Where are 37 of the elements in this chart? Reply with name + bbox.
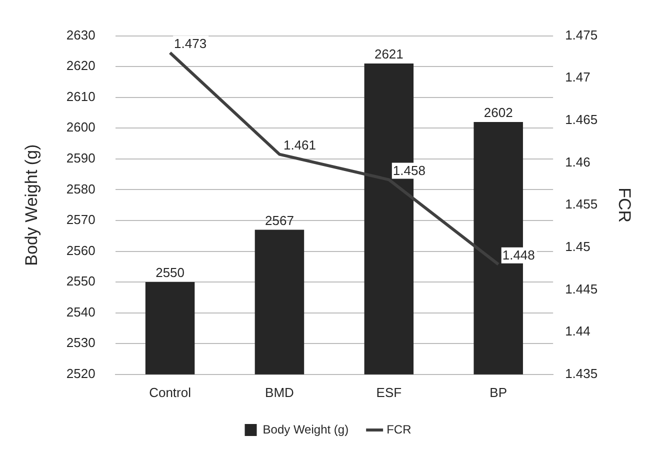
y-tick-label: 2560	[66, 242, 96, 258]
y2-tick-label: 1.445	[565, 281, 598, 296]
data-label: 2602	[484, 105, 513, 120]
y-tick-label: 2520	[66, 366, 96, 381]
data-label: 1.461	[283, 137, 316, 152]
y2-tick-label: 1.44	[565, 324, 590, 339]
y2-tick-label: 1.475	[565, 27, 598, 42]
y-tick-label: 2630	[66, 27, 96, 42]
y-tick-label: 2580	[66, 181, 96, 196]
x-tick-label: BP	[490, 384, 508, 400]
data-label: 1.458	[392, 162, 426, 178]
y-tick-label: 2530	[66, 335, 96, 350]
data-label: 1.473	[174, 36, 207, 51]
data-label: 2550	[156, 265, 184, 280]
y2-axis-title: FCR	[615, 188, 634, 223]
y-tick-label: 2550	[66, 274, 96, 289]
legend-label: Body Weight (g)	[262, 422, 349, 436]
y-tick-label: 2540	[66, 304, 96, 320]
y-tick-label: 2610	[66, 88, 96, 104]
data-label: 1.448	[502, 247, 535, 262]
data-label: 2621	[374, 46, 404, 62]
x-tick-label: BMD	[265, 384, 294, 400]
y2-tick-label: 1.45	[565, 239, 590, 254]
y2-tick-label: 1.455	[565, 196, 598, 212]
y2-tick-label: 1.46	[565, 154, 590, 170]
y2-tick-label: 1.465	[565, 112, 598, 128]
y-tick-label: 2620	[66, 58, 96, 74]
y2-tick-label: 1.47	[565, 70, 590, 85]
y-tick-label: 2570	[66, 212, 96, 228]
y-tick-label: 2590	[66, 150, 96, 166]
y2-tick-label: 1.435	[565, 366, 598, 381]
y-axis-title: Body Weight (g)	[22, 144, 41, 266]
y-tick-label: 2600	[66, 120, 96, 135]
data-label: 2567	[265, 212, 294, 228]
x-tick-label: Control	[149, 384, 192, 400]
x-tick-label: ESF	[376, 384, 402, 400]
legend-label: FCR	[386, 422, 412, 436]
